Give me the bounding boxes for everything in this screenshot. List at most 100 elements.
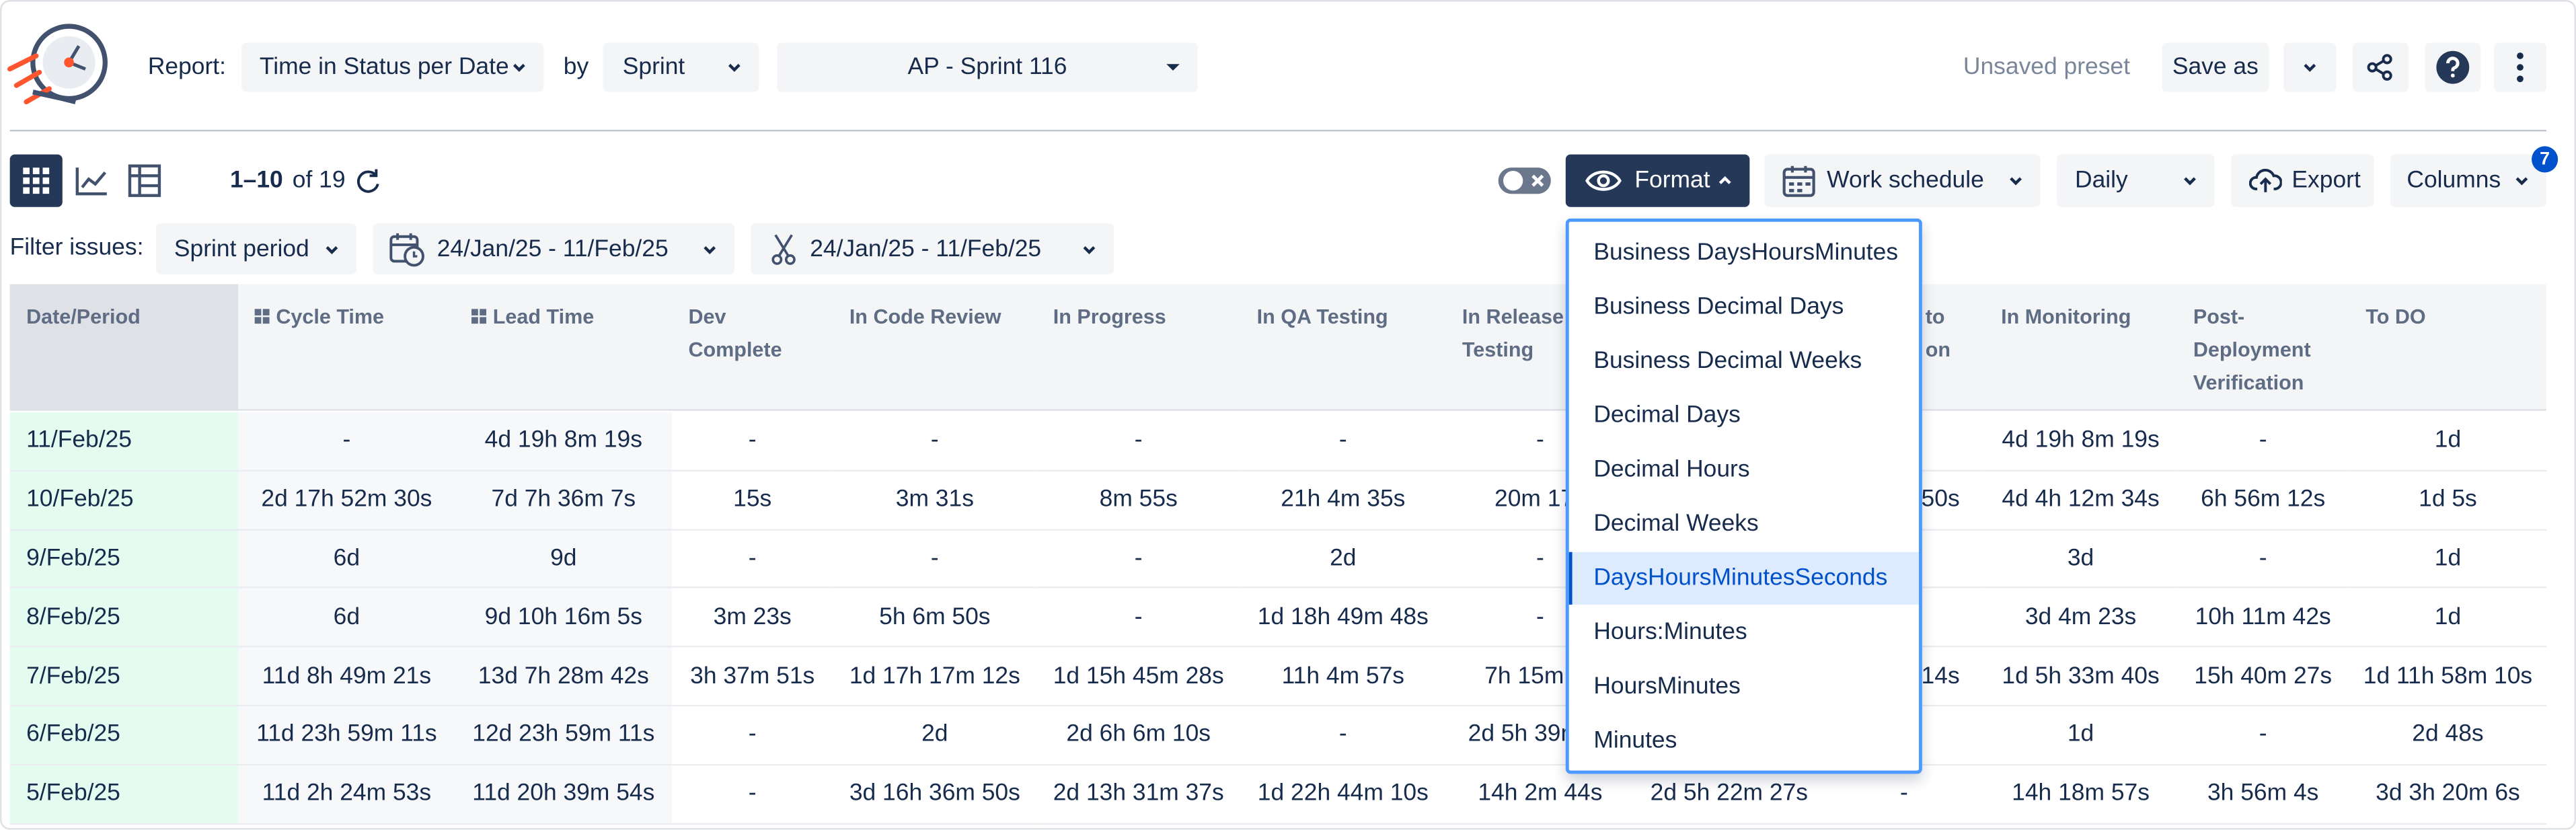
table-cell: 2d 13h 31m 37s <box>1036 765 1241 825</box>
grid-view-button[interactable] <box>9 154 63 207</box>
cloud-icon <box>2248 169 2282 192</box>
columns-text: Columns <box>2407 167 2501 194</box>
format-text: Format <box>1634 167 1710 194</box>
columns-button[interactable]: Columns <box>2390 154 2547 207</box>
chevron <box>2184 177 2196 186</box>
period-select[interactable]: Daily <box>2057 154 2215 207</box>
table-cell: - <box>1240 412 1446 471</box>
work-schedule-button[interactable]: Work schedule <box>1764 154 2041 207</box>
table-cell: - <box>672 412 833 471</box>
table-cell: 2d 48s <box>2349 706 2547 765</box>
table-cell: - <box>833 529 1037 589</box>
share-button[interactable] <box>2352 42 2409 92</box>
format-option[interactable]: Decimal Hours <box>1593 457 1750 484</box>
row-date: 7/Feb/25 <box>9 647 239 707</box>
table-cell: 9d <box>455 529 673 589</box>
save-as-text: Save as <box>2172 54 2259 81</box>
chevron <box>2515 177 2528 186</box>
row-date: 11/Feb/25 <box>9 412 239 471</box>
row-date: 5/Feb/25 <box>9 765 239 825</box>
format-option[interactable]: Decimal Days <box>1593 402 1741 429</box>
table-cell: 4d 4h 12m 34s <box>1984 471 2177 530</box>
filter-type-text: Sprint period <box>174 235 309 262</box>
chevron-up <box>1718 176 1731 184</box>
format-button[interactable]: Format <box>1565 154 1750 207</box>
help-button[interactable] <box>2425 42 2481 92</box>
refresh-icon[interactable] <box>355 167 381 194</box>
group-value: Sprint <box>622 54 685 81</box>
column-header: Lead Time <box>455 284 673 411</box>
table-cell: 1d <box>2349 589 2547 648</box>
table-cell: 3d 3h 20m 6s <box>2349 765 2547 825</box>
column-header: Post-Deployment Verification <box>2176 284 2349 411</box>
row-date: 8/Feb/25 <box>9 589 239 648</box>
report-value: Time in Status per Date <box>259 54 509 81</box>
column-header: In Code Review <box>833 284 1037 411</box>
table-cell: - <box>2176 706 2349 765</box>
table-cell: 1d 22h 44m 10s <box>1240 765 1446 825</box>
table-cell: 6h 56m 12s <box>2176 471 2349 530</box>
sprint-select[interactable]: AP - Sprint 116 <box>777 42 1198 92</box>
table-cell: 13d 7h 28m 42s <box>455 647 673 707</box>
table-cell: - <box>672 529 833 589</box>
table-cell: - <box>833 412 1037 471</box>
table-cell: 4d 19h 8m 19s <box>455 412 673 471</box>
chevron <box>2010 177 2022 186</box>
save-menu-button[interactable] <box>2283 42 2337 92</box>
row-date: 6/Feb/25 <box>9 706 239 765</box>
sprint-value: AP - Sprint 116 <box>907 54 1067 81</box>
table-cell: 11d 2h 24m 53s <box>238 765 455 825</box>
format-option[interactable]: Business Decimal Weeks <box>1593 348 1862 375</box>
share-icon <box>2367 54 2392 81</box>
table-cell: 3m 23s <box>672 589 833 648</box>
chevron <box>1083 245 1096 254</box>
date-range-select[interactable]: 24/Jan/25 - 11/Feb/25 <box>373 223 734 274</box>
table-cell: 3d 4m 23s <box>1984 589 2177 648</box>
format-option[interactable]: Business Decimal Days <box>1593 294 1844 321</box>
table-cell: 6d <box>238 529 455 589</box>
table-cell: 9d 10h 16m 5s <box>455 589 673 648</box>
table-cell: 3h 37m 51s <box>672 647 833 707</box>
table-cell: 1d 17h 17m 12s <box>833 647 1037 707</box>
format-option[interactable]: Minutes <box>1593 728 1677 755</box>
calendar-icon <box>1782 165 1815 197</box>
format-option[interactable]: Hours:Minutes <box>1593 619 1747 646</box>
cut-range-select[interactable]: 24/Jan/25 - 11/Feb/25 <box>751 223 1114 274</box>
more-icon <box>2517 52 2524 83</box>
more-button[interactable] <box>2493 42 2547 92</box>
scissors-icon <box>771 233 796 264</box>
report-select[interactable]: Time in Status per Date <box>241 42 544 92</box>
column-header: Cycle Time <box>238 284 455 411</box>
column-header: Dev Complete <box>672 284 833 411</box>
format-option[interactable]: Business DaysHoursMinutes <box>1593 239 1899 266</box>
table-cell: 11d 8h 49m 21s <box>238 647 455 707</box>
table-cell: 2d <box>1240 529 1446 589</box>
table-cell: 8m 55s <box>1036 471 1241 530</box>
chevron <box>513 63 525 72</box>
table-cell: 12d 23h 59m 11s <box>455 706 673 765</box>
format-option[interactable]: DaysHoursMinutesSeconds <box>1568 552 1919 605</box>
filter-type-select[interactable]: Sprint period <box>156 223 357 274</box>
table-cell: 2d 17h 52m 30s <box>238 471 455 530</box>
table-cell: 1d 5s <box>2349 471 2547 530</box>
format-option[interactable]: Decimal Weeks <box>1593 511 1759 537</box>
grid-icon <box>23 167 50 194</box>
table-cell: - <box>2176 412 2349 471</box>
column-header: In Monitoring <box>1984 284 2177 411</box>
chevron <box>2304 63 2316 72</box>
format-option[interactable]: HoursMinutes <box>1593 673 1741 700</box>
group-select[interactable]: Sprint <box>603 42 759 92</box>
save-as-button[interactable]: Save as <box>2162 42 2269 92</box>
table-cell: 5h 6m 50s <box>833 589 1037 648</box>
page-total: of 19 <box>292 167 346 194</box>
toggle[interactable] <box>1497 166 1552 196</box>
pivot-view-button[interactable] <box>128 164 165 197</box>
chart-view-button[interactable] <box>74 164 110 197</box>
table-cell: - <box>1036 529 1241 589</box>
period-text: Daily <box>2075 167 2128 194</box>
work-schedule-text: Work schedule <box>1827 167 1984 194</box>
export-button[interactable]: Export <box>2231 154 2374 207</box>
